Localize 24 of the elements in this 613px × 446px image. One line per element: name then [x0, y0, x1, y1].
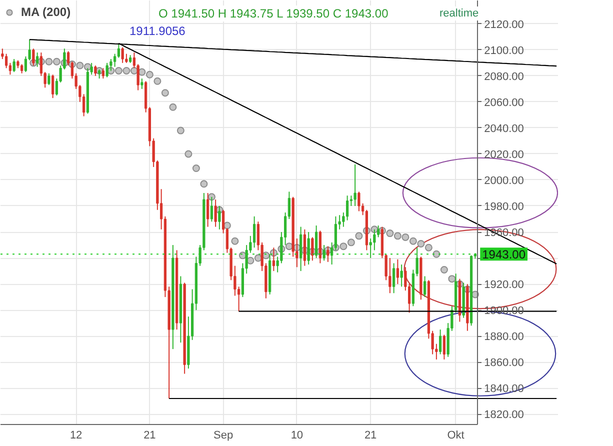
y-tick-label: 2000.00	[484, 174, 524, 187]
y-tick-label: 1820.00	[484, 409, 524, 422]
legend-label: MA (200)	[21, 5, 71, 19]
x-tick-label: 10	[290, 430, 304, 442]
y-tick-label: 1840.00	[484, 383, 524, 396]
y-tick-label: 2020.00	[484, 148, 524, 161]
y-tick-label: 2040.00	[484, 122, 524, 135]
y-tick-label: 2080.00	[484, 70, 524, 83]
y-tick-label: 1920.00	[484, 279, 524, 292]
ref-line-label: 1943.00	[482, 248, 526, 262]
y-tick-label: 2120.00	[484, 18, 524, 31]
annotation: realtime	[440, 8, 479, 20]
annotation: 1911.9056	[130, 24, 186, 38]
y-tick-label: 2060.00	[484, 96, 524, 109]
x-tick-label: 21	[364, 430, 377, 442]
x-tick-label: 12	[70, 430, 82, 442]
x-tick-label: 21	[144, 430, 156, 442]
x-tick-label: Sep	[214, 430, 234, 442]
y-tick-label: 1880.00	[484, 331, 524, 344]
y-tick-label: 2100.00	[484, 44, 524, 57]
x-tick-label: Okt	[447, 430, 464, 442]
y-tick-label: 1860.00	[484, 357, 524, 370]
y-tick-label: 1980.00	[484, 200, 524, 213]
annotation: O 1941.50 H 1943.75 L 1939.50 C 1943.00	[158, 6, 389, 20]
